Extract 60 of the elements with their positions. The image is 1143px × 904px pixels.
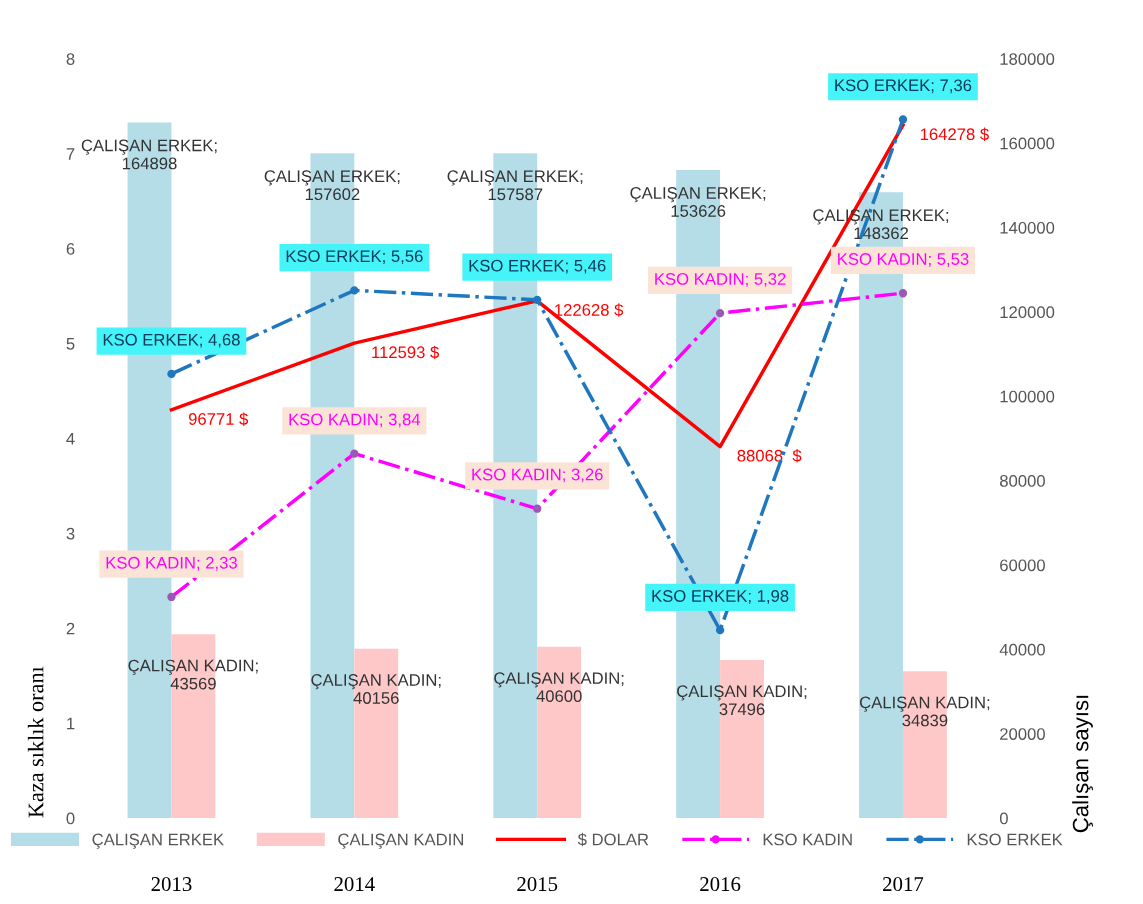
data-label: KSO KADIN; 5,32 (655, 273, 786, 287)
y-tick-label: 2 (66, 622, 75, 635)
y-axis-title: Kaza sıklık oranı (27, 666, 44, 818)
y2-tick-label: 100000 (1000, 390, 1055, 403)
y2-tick-label: 160000 (1000, 137, 1055, 150)
x-tick-label: 2015 (517, 877, 558, 892)
x-tick-label: 2013 (151, 877, 192, 892)
legend-label: KSO ERKEK (967, 833, 1063, 846)
data-label: KSO ERKEK; 5,56 (286, 250, 423, 265)
point (533, 295, 542, 305)
y2-tick-label: 60000 (1000, 559, 1045, 572)
y-tick-label: 8 (66, 53, 75, 65)
data-label: 88068 $ (737, 449, 802, 463)
data-label: ÇALIŞAN KADIN; 40156 (311, 674, 441, 704)
y2-tick-label: 40000 (999, 643, 1045, 656)
legend-label: KSO KADIN (763, 833, 852, 846)
legend-label: $ DOLAR (577, 832, 649, 847)
y-tick-label: 3 (66, 527, 75, 540)
y2-tick-label: 80000 (1000, 475, 1045, 487)
data-label: KSO ERKEK; 1,98 (652, 590, 789, 604)
data-label: ÇALIŞAN ERKEK; 157587 (447, 170, 583, 201)
data-label: ÇALIŞAN KADIN; 40600 (494, 672, 624, 703)
data-label: ÇALIŞAN KADIN; 43569 (128, 659, 258, 690)
data-label: 122628 $ (555, 303, 624, 317)
data-label: KSO KADIN; 5,53 (838, 253, 969, 267)
y2-axis-title: Çalışan sayısı (1072, 695, 1093, 833)
y2-tick-label: 120000 (1000, 306, 1055, 319)
legend-label: ÇALIŞAN KADIN (338, 833, 463, 849)
data-label: KSO KADIN; 2,33 (106, 556, 237, 571)
data-label: KSO KADIN; 3,84 (289, 413, 421, 428)
point (715, 626, 725, 635)
data-label: ÇALIŞAN ERKEK; 164898 (81, 139, 217, 170)
data-label: ÇALIŞAN KADIN; 34839 (860, 696, 990, 727)
point (350, 286, 359, 295)
y-tick-label: 6 (66, 243, 75, 255)
y2-tick-label: 0 (999, 812, 1008, 825)
data-label: ÇALIŞAN KADIN; 37496 (677, 685, 807, 716)
y2-tick-label: 140000 (1000, 221, 1055, 234)
data-label: KSO ERKEK; 4,68 (103, 333, 240, 348)
data-label: KSO ERKEK; 7,36 (835, 79, 972, 94)
y-tick-label: 4 (66, 433, 75, 445)
data-label: ÇALIŞAN ERKEK; 153626 (630, 187, 766, 217)
data-label: 96771 $ (188, 412, 249, 426)
y-tick-label: 7 (66, 148, 75, 160)
data-label: 164278 $ (920, 127, 989, 142)
y-tick-label: 1 (67, 717, 75, 730)
data-label: ÇALIŞAN ERKEK; 157602 (264, 170, 400, 201)
y-tick-label: 5 (66, 338, 75, 350)
y2-tick-label: 20000 (1000, 728, 1045, 740)
x-tick-label: 2017 (883, 877, 924, 892)
y-tick-label: 0 (66, 812, 75, 825)
x-tick-label: 2014 (334, 877, 375, 892)
point (898, 115, 908, 124)
data-label: 112593 $ (372, 345, 440, 360)
y2-tick-label: 180000 (1000, 53, 1055, 65)
data-label: KSO KADIN; 3,26 (472, 468, 603, 483)
point (167, 369, 176, 379)
data-label: KSO ERKEK; 5,46 (469, 259, 606, 274)
legend-label: ÇALIŞAN ERKEK (92, 833, 224, 849)
x-tick-label: 2016 (700, 877, 741, 892)
